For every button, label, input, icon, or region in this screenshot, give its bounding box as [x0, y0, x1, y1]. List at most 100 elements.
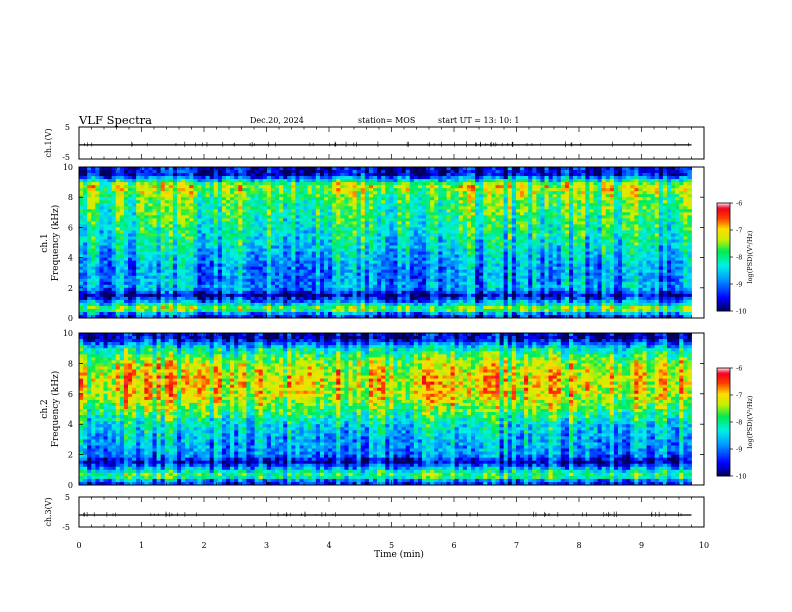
ch1-spectrogram-cell [189, 179, 194, 183]
ch1-spectrogram-cell [328, 284, 333, 289]
ch1-spectrogram-cell [148, 299, 153, 304]
ch1-spectrogram-cell [172, 293, 178, 298]
ch1-spectrogram-cell [172, 254, 178, 258]
ch1-spectrogram-cell [205, 251, 211, 255]
ch1-spectrogram-cell [348, 269, 353, 274]
ch1-spectrogram-cell [246, 188, 251, 192]
ch1-spectrogram-cell [99, 266, 104, 271]
ch1-spectrogram-cell [168, 236, 174, 240]
ch1-spectrogram-cell [413, 311, 419, 316]
ch1-spectrogram-cell [213, 260, 219, 265]
ch1-spectrogram-cell [156, 284, 162, 289]
ch1-spectrogram-cell [181, 206, 186, 210]
ch1-spectrogram-cell [360, 185, 366, 189]
ch1-spectrogram-cell [299, 266, 304, 271]
ch1-spectrogram-cell [246, 206, 251, 210]
ch1-spectrogram-cell [185, 176, 190, 180]
ch1-spectrogram-cell [311, 239, 317, 243]
ch1-spectrogram-cell [91, 170, 96, 174]
ch1-spectrogram-cell [332, 239, 337, 243]
ch1-spectrogram-cell [311, 254, 317, 258]
ch1-spectrogram-cell [275, 245, 280, 249]
ch1-spectrogram-cell [230, 191, 235, 195]
ch1-spectrogram-cell [422, 176, 427, 180]
ch1-spectrogram-cell [417, 275, 423, 280]
ch1-spectrogram-cell [328, 218, 333, 222]
ch1-spectrogram-cell [438, 290, 443, 295]
ch1-spectrogram-cell [262, 221, 268, 225]
ch1-spectrogram-cell [238, 290, 243, 295]
ch1-spectrogram-cell [373, 308, 378, 313]
ch1-spectrogram-cell [291, 227, 296, 231]
ch1-spectrogram-cell [262, 242, 268, 246]
ch1-spectrogram-cell [270, 311, 276, 316]
ch1-spectrogram-cell [213, 293, 219, 298]
ch1-spectrogram-cell [148, 251, 153, 255]
ch1-spectrogram-cell [356, 254, 362, 258]
ch1-spectrogram-cell [364, 296, 370, 301]
ch1-spectrogram-cell [475, 251, 480, 255]
ch1-spectrogram-cell [119, 242, 125, 246]
ch1-spectrogram-cell [336, 182, 341, 186]
ch1-spectrogram-cell [132, 278, 137, 283]
ch1-spectrogram-cell [283, 188, 288, 192]
ch1-spectrogram-cell [95, 296, 100, 301]
ch1-spectrogram-cell [287, 224, 292, 228]
ch1-spectrogram-cell [181, 287, 186, 292]
ch1-spectrogram-cell [393, 194, 398, 198]
ch1-spectrogram-cell [177, 182, 182, 186]
ch1-spectrogram-cell [344, 206, 349, 210]
ch1-spectrogram-cell [315, 197, 321, 201]
ch1-spectrogram-cell [438, 266, 443, 271]
ch1-spectrogram-cell [348, 233, 353, 237]
ch1-spectrogram-cell [136, 290, 141, 295]
ch1-spectrogram-cell [119, 266, 125, 271]
ch1-spectrogram-cell [356, 284, 362, 289]
ch1-spectrogram-cell [107, 236, 113, 240]
ch1-spectrogram-cell [258, 209, 264, 213]
ch1-spectrogram-cell [381, 239, 386, 243]
ch1-spectrogram-cell [307, 245, 313, 249]
ch1-spectrogram-cell [303, 293, 309, 298]
ch1-spectrogram-cell [364, 194, 370, 198]
ch1-spectrogram-cell [471, 302, 476, 307]
ch1-spectrogram-cell [270, 200, 276, 204]
ch1-spectrogram-cell [254, 239, 260, 243]
ch1-spectrogram-cell [160, 209, 166, 213]
ch1-spectrogram-cell [193, 227, 198, 231]
ch1-spectrogram-cell [422, 191, 427, 195]
ch1-spectrogram-cell [307, 302, 313, 307]
ch1-spectrogram-cell [217, 302, 223, 307]
ch1-spectrogram-cell [136, 254, 141, 258]
ch1-spectrogram-cell [279, 188, 284, 192]
ch1-spectrogram-cell [475, 209, 480, 213]
ch1-spectrogram-cell [136, 191, 141, 195]
ch1-spectrogram-cell [111, 209, 117, 213]
ch1-spectrogram-cell [148, 311, 153, 316]
ch1-spectrogram-cell [446, 290, 451, 295]
ch1-spectrogram-cell [123, 263, 129, 268]
ch1-spectrogram-cell [475, 227, 480, 231]
ch1-spectrogram-cell [266, 263, 272, 268]
ch1-spectrogram-cell [324, 293, 329, 298]
ch1-spectrogram-cell [123, 284, 129, 289]
ch1-spectrogram-cell [99, 260, 104, 265]
ch1-spectrogram-cell [270, 254, 276, 258]
ch1-spectrogram-cell [348, 197, 353, 201]
ch1-spectrogram-cell [397, 248, 402, 252]
ch1-spectrogram-cell [283, 197, 288, 201]
ch1-spectrogram-cell [238, 203, 243, 207]
ch1-spectrogram-cell [299, 239, 304, 243]
ch1-spectrogram-cell [344, 248, 349, 252]
ch1-spectrogram-cell [95, 182, 100, 186]
ch1-spectrogram-cell [128, 302, 133, 307]
ch1-spectrogram-cell [258, 173, 264, 177]
ch1-spectrogram-cell [213, 299, 219, 304]
ch1-spectrogram-cell [91, 296, 96, 301]
ch1-spectrogram-cell [434, 287, 439, 292]
ch1-spectrogram-cell [238, 242, 243, 246]
ch1-spectrogram-cell [393, 173, 398, 177]
ch1-spectrogram-cell [352, 170, 358, 174]
ch1-spectrogram-cell [397, 197, 402, 201]
